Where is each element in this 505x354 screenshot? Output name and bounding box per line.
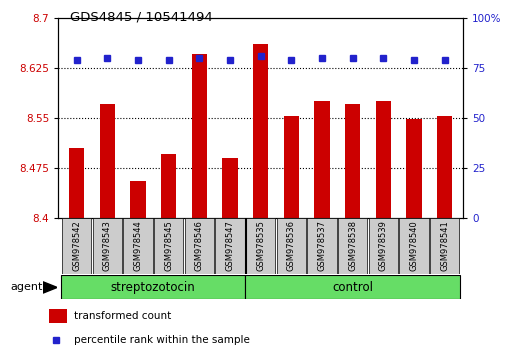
Bar xyxy=(314,101,329,218)
Bar xyxy=(123,218,153,274)
Text: GDS4845 / 10541494: GDS4845 / 10541494 xyxy=(70,11,213,24)
Bar xyxy=(222,158,237,218)
Bar xyxy=(215,218,244,274)
Bar xyxy=(184,218,214,274)
Text: control: control xyxy=(331,281,372,293)
Bar xyxy=(398,218,428,274)
Text: GSM978547: GSM978547 xyxy=(225,220,234,271)
Bar xyxy=(161,154,176,218)
Bar xyxy=(154,218,183,274)
Polygon shape xyxy=(43,282,57,293)
Bar xyxy=(337,218,367,274)
Text: GSM978541: GSM978541 xyxy=(439,220,448,271)
Text: GSM978542: GSM978542 xyxy=(72,220,81,271)
Bar xyxy=(276,218,306,274)
Bar xyxy=(344,104,360,218)
Bar xyxy=(307,218,336,274)
Bar xyxy=(406,119,421,218)
Text: GSM978544: GSM978544 xyxy=(133,220,142,271)
Text: agent: agent xyxy=(10,282,42,292)
Bar xyxy=(49,309,67,323)
Bar xyxy=(191,55,207,218)
Bar xyxy=(429,218,459,274)
Text: GSM978536: GSM978536 xyxy=(286,220,295,271)
Bar xyxy=(61,275,245,299)
Text: streptozotocin: streptozotocin xyxy=(111,281,195,293)
Bar xyxy=(245,275,459,299)
Bar xyxy=(130,181,145,218)
Bar xyxy=(283,116,298,218)
Bar xyxy=(69,148,84,218)
Text: GSM978535: GSM978535 xyxy=(256,220,265,271)
Bar xyxy=(368,218,397,274)
Text: GSM978539: GSM978539 xyxy=(378,220,387,271)
Bar xyxy=(375,101,390,218)
Text: GSM978537: GSM978537 xyxy=(317,220,326,271)
Bar xyxy=(436,116,451,218)
Bar xyxy=(92,218,122,274)
Bar xyxy=(62,218,91,274)
Text: GSM978543: GSM978543 xyxy=(103,220,112,271)
Bar xyxy=(99,104,115,218)
Text: GSM978546: GSM978546 xyxy=(194,220,204,271)
Text: percentile rank within the sample: percentile rank within the sample xyxy=(74,335,249,346)
Bar xyxy=(252,44,268,218)
Text: GSM978540: GSM978540 xyxy=(409,220,418,271)
Text: transformed count: transformed count xyxy=(74,311,171,321)
Bar xyxy=(245,218,275,274)
Text: GSM978538: GSM978538 xyxy=(347,220,357,271)
Text: GSM978545: GSM978545 xyxy=(164,220,173,271)
